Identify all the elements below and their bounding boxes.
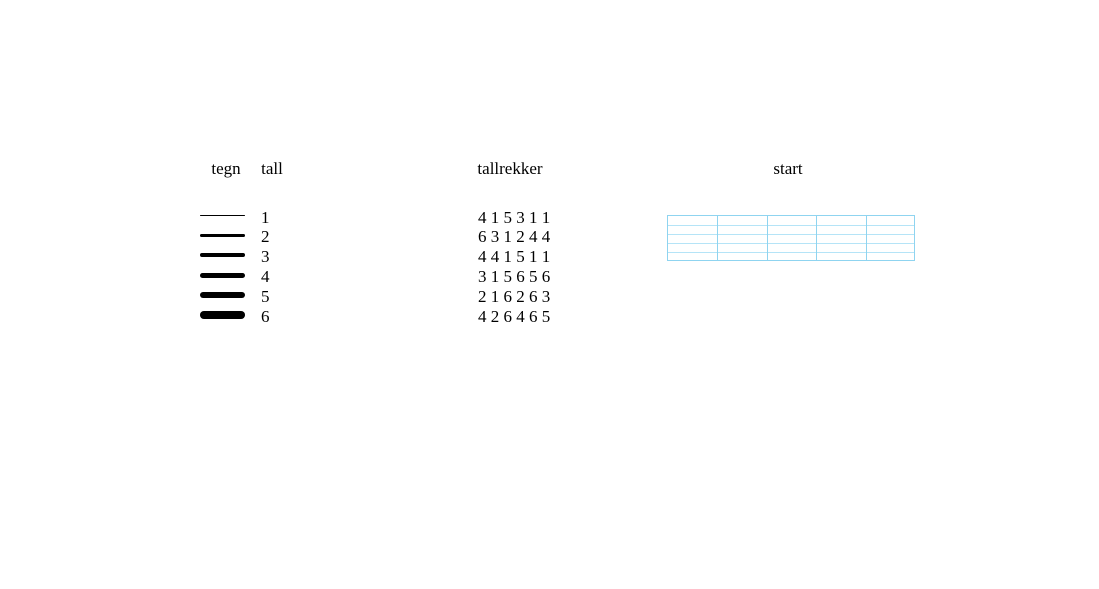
grid-line-h xyxy=(668,243,914,245)
grid-line-v xyxy=(816,216,818,260)
tall-number: 6 xyxy=(261,307,270,326)
tall-number: 5 xyxy=(261,287,270,307)
tall-number: 3 xyxy=(261,247,270,267)
start-grid[interactable] xyxy=(667,215,915,261)
sequence-row: 3 1 5 6 5 6 xyxy=(478,267,551,287)
sequence-row: 4 2 6 4 6 5 xyxy=(478,307,551,326)
tegn-line-symbol xyxy=(200,291,245,299)
sequence-row: 4 4 1 5 1 1 xyxy=(478,247,551,267)
grid-line-h xyxy=(668,252,914,254)
sequence-row: 2 1 6 2 6 3 xyxy=(478,287,551,307)
tall-number: 2 xyxy=(261,227,270,247)
tall-number: 4 xyxy=(261,267,270,287)
grid-line-h xyxy=(668,224,914,226)
legend-header-tegn: tegn xyxy=(211,159,241,178)
tegn-line-symbol xyxy=(200,233,245,237)
grid-line-v xyxy=(766,216,768,260)
sequence-row: 4 1 5 3 1 1 xyxy=(478,207,551,227)
tegn-line-symbol xyxy=(200,214,245,217)
tegn-line-symbol xyxy=(200,311,245,319)
grid-line-v xyxy=(717,216,719,260)
tallrekker-header: tallrekker xyxy=(477,159,543,178)
tegn-line-symbol xyxy=(200,272,245,278)
grid-line-h xyxy=(668,233,914,235)
start-header: start xyxy=(773,159,803,178)
tall-number: 1 xyxy=(261,207,270,227)
tegn-line-symbol xyxy=(200,253,245,258)
grid-line-v xyxy=(865,216,867,260)
legend-header-tall: tall xyxy=(261,159,283,178)
sequence-row: 6 3 1 2 4 4 xyxy=(478,227,551,247)
